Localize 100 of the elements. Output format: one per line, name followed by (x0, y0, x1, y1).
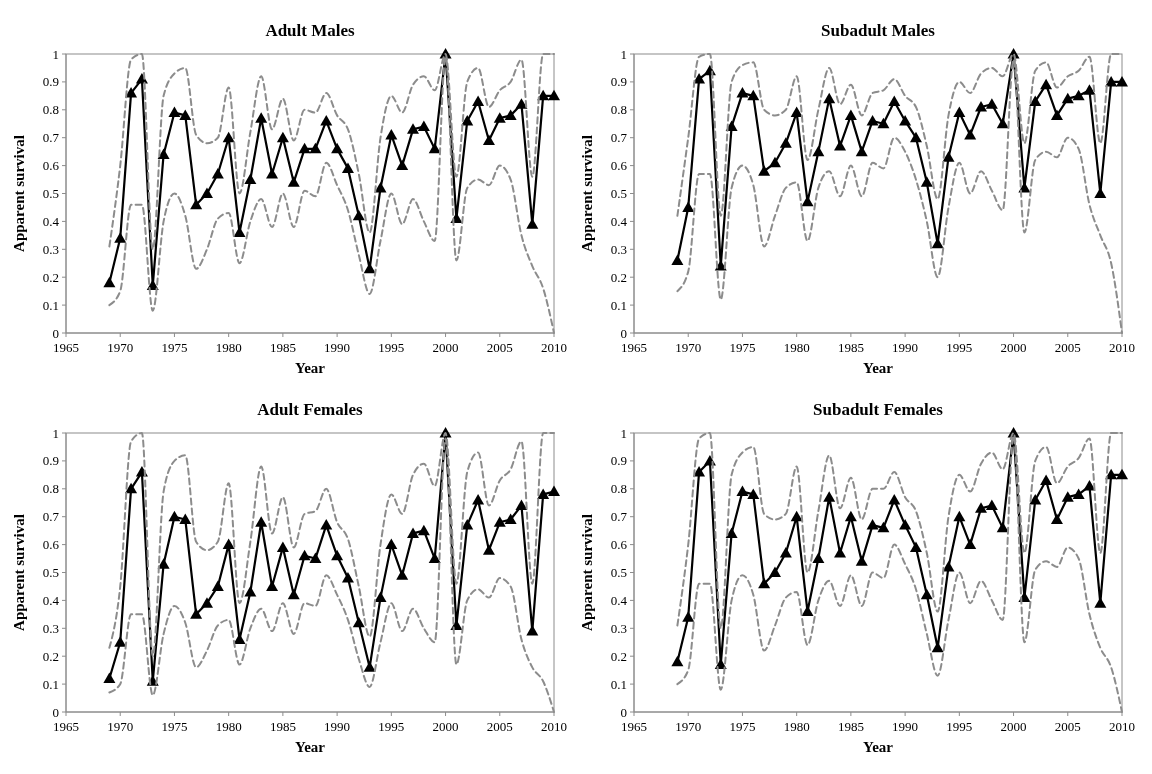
point (103, 672, 116, 684)
y-axis-title: Apparent survival (11, 135, 27, 252)
point (287, 176, 300, 187)
point (211, 580, 224, 591)
point (157, 558, 170, 569)
x-tick-label: 1995 (378, 340, 405, 355)
x-tick-label: 1995 (946, 719, 973, 734)
x-tick-label: 1980 (215, 340, 242, 355)
point (812, 552, 825, 564)
point (790, 510, 803, 522)
point (985, 98, 998, 109)
x-tick-label: 2000 (1000, 719, 1027, 734)
y-tick-label: 1 (620, 46, 627, 62)
x-tick-label: 1970 (107, 340, 134, 355)
y-tick-label: 0.7 (42, 130, 60, 146)
x-tick-label: 1985 (837, 719, 864, 734)
point (276, 541, 289, 552)
point (1050, 109, 1063, 120)
point (888, 95, 901, 106)
point (309, 142, 322, 154)
point (526, 625, 539, 636)
x-tick-label: 2005 (486, 340, 513, 355)
x-tick-label: 2000 (432, 719, 459, 734)
y-tick-label: 0.3 (42, 620, 59, 636)
x-tick-label: 1990 (892, 719, 919, 734)
point (461, 519, 474, 530)
x-tick-label: 2000 (1000, 340, 1027, 355)
point (877, 521, 890, 533)
point (942, 560, 955, 572)
point (396, 159, 409, 171)
y-tick-label: 0.5 (42, 186, 59, 202)
x-tick-label: 1990 (892, 340, 919, 355)
point (417, 120, 430, 132)
point (758, 165, 771, 176)
x-tick-label: 1985 (269, 719, 296, 734)
point (125, 482, 138, 494)
point (747, 488, 760, 499)
x-tick-label: 1985 (269, 340, 296, 355)
x-tick-label: 1975 (161, 719, 188, 734)
point (493, 112, 506, 123)
point (266, 580, 279, 591)
x-tick-label: 1965 (621, 340, 647, 355)
point (287, 588, 300, 600)
y-tick-label: 0.2 (610, 648, 627, 664)
point (942, 151, 955, 162)
y-tick-label: 0.3 (610, 241, 627, 257)
point (515, 98, 528, 109)
point (407, 123, 420, 134)
point (537, 488, 550, 499)
point (385, 128, 398, 140)
y-tick-label: 1 (52, 46, 59, 62)
point (114, 232, 127, 243)
point (1061, 491, 1074, 502)
y-tick-label: 0.8 (42, 481, 59, 497)
point (985, 499, 998, 511)
point (407, 527, 420, 538)
point (855, 145, 868, 157)
point (844, 510, 857, 522)
point (255, 112, 268, 123)
y-tick-label: 0.9 (42, 74, 59, 90)
point (964, 128, 977, 140)
point (693, 466, 706, 477)
x-tick-label: 1990 (324, 340, 351, 355)
point (964, 538, 977, 550)
x-tick-label: 1995 (378, 719, 405, 734)
point (298, 142, 311, 154)
point (472, 95, 485, 106)
point (125, 87, 138, 98)
point (1116, 468, 1128, 480)
x-tick-label: 2010 (541, 719, 567, 734)
point (211, 167, 224, 179)
point (747, 89, 760, 101)
point (758, 577, 771, 589)
point (341, 572, 354, 583)
point (975, 502, 988, 513)
point (693, 73, 706, 84)
point (504, 513, 517, 524)
point (244, 173, 257, 185)
chart-title: Subadult Females (813, 400, 944, 419)
point (472, 493, 485, 505)
y-tick-label: 0.6 (42, 537, 60, 553)
point (363, 661, 376, 672)
x-tick-label: 1980 (783, 719, 810, 734)
point (352, 616, 365, 628)
point (385, 538, 398, 550)
point (179, 513, 192, 524)
y-tick-label: 0.8 (42, 102, 59, 118)
x-tick-label: 2000 (432, 340, 459, 355)
y-tick-label: 0.5 (610, 565, 627, 581)
point (320, 519, 333, 530)
point (953, 510, 966, 522)
point (844, 109, 857, 120)
point (736, 485, 749, 497)
point (1083, 84, 1096, 95)
point (736, 87, 749, 98)
chart-title: Adult Females (257, 400, 364, 419)
x-tick-label: 2010 (1109, 340, 1135, 355)
point (190, 198, 203, 210)
point (920, 588, 933, 600)
y-tick-label: 0 (52, 325, 59, 341)
